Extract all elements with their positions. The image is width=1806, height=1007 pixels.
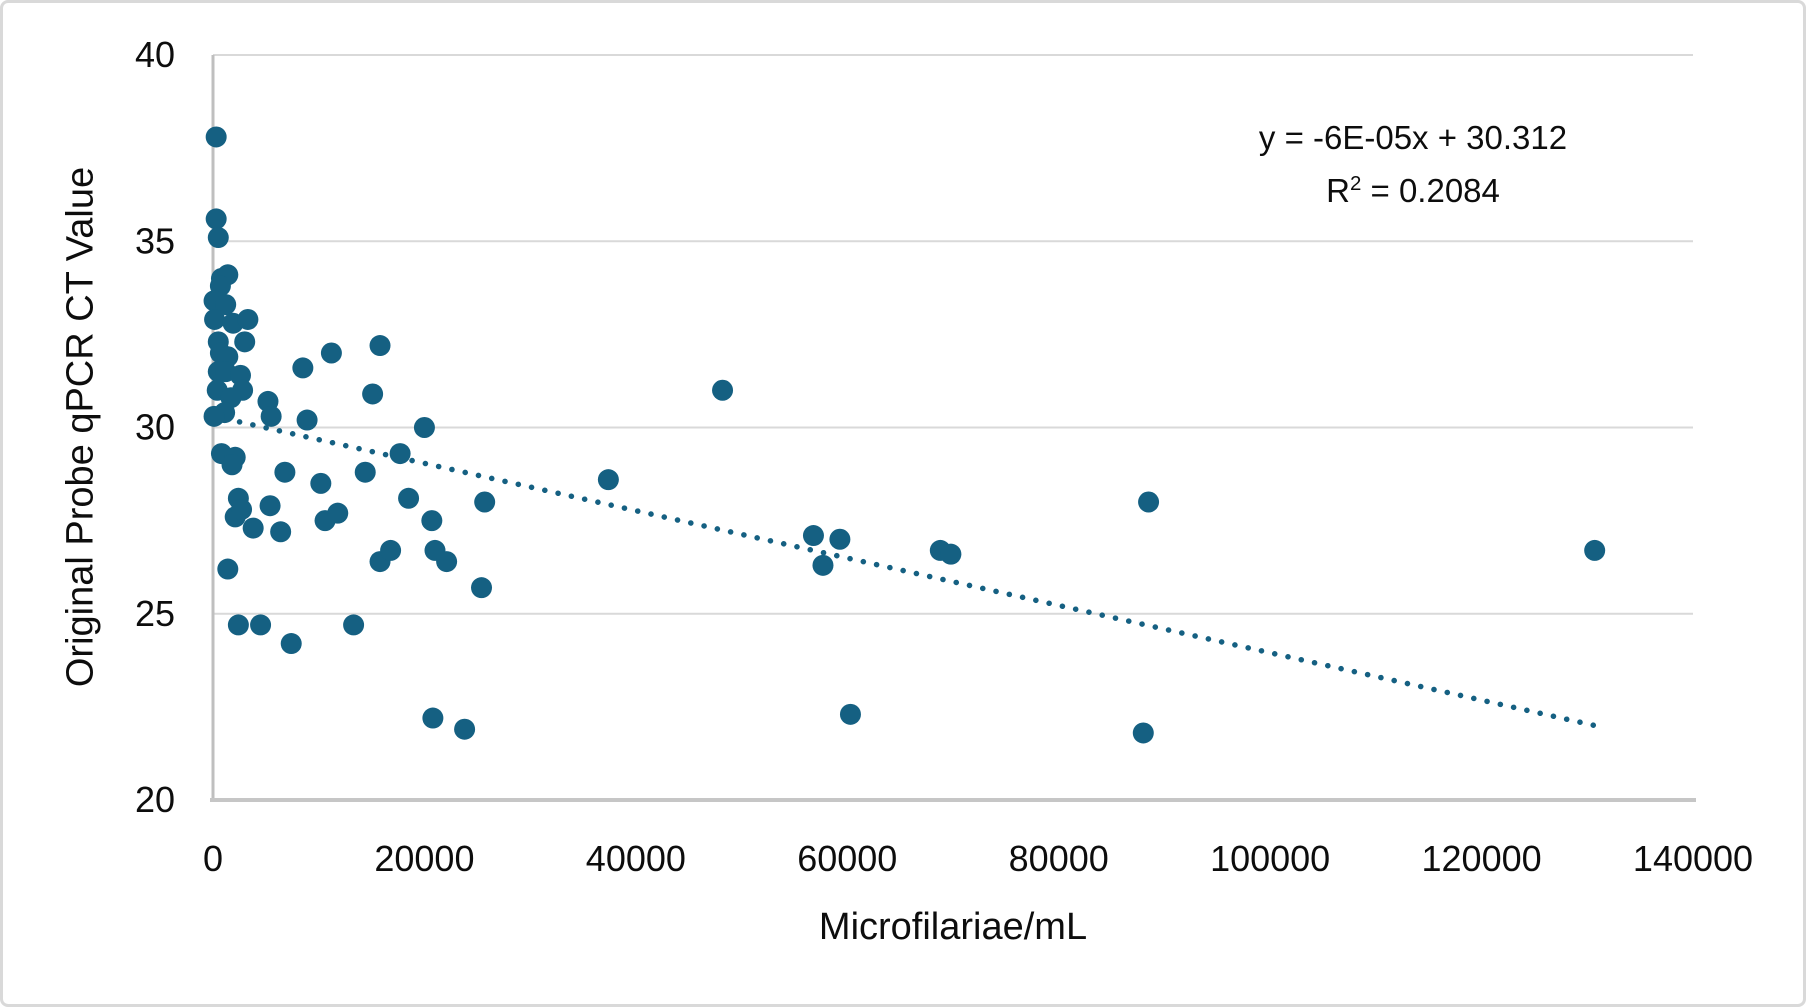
trendline-equation: y = -6E-05x + 30.312 <box>1258 119 1568 156</box>
data-point <box>369 335 391 357</box>
data-point <box>829 528 851 550</box>
data-point <box>712 379 734 401</box>
data-point <box>260 405 282 427</box>
data-point <box>454 718 476 740</box>
scatter-plot: 20 25 30 35 40 0 20000 40000 60000 80000 100000 120… <box>135 34 1753 879</box>
data-point <box>1584 539 1606 561</box>
data-point <box>1138 491 1160 513</box>
data-point <box>380 539 402 561</box>
data-point <box>231 498 253 520</box>
data-point <box>343 614 365 636</box>
data-point <box>242 517 264 539</box>
x-tick-label-60000: 60000 <box>797 838 897 879</box>
x-axis-title: Microfilariae/mL <box>818 906 1088 948</box>
data-point <box>354 461 376 483</box>
data-point <box>217 558 239 580</box>
data-point <box>597 469 619 491</box>
y-tick-label-20: 20 <box>135 779 175 820</box>
data-point <box>839 703 861 725</box>
data-point <box>274 461 296 483</box>
y-tick-label-35: 35 <box>135 220 175 261</box>
data-point <box>296 409 318 431</box>
x-tick-label-140000: 140000 <box>1633 838 1753 879</box>
x-tick-label-80000: 80000 <box>1009 838 1109 879</box>
data-point <box>413 417 435 438</box>
trendline <box>210 413 1598 729</box>
data-point <box>471 577 493 599</box>
x-tick-label-20000: 20000 <box>374 838 474 879</box>
data-point <box>362 383 384 405</box>
data-point <box>421 510 443 532</box>
data-point <box>398 487 420 509</box>
data-point <box>205 126 227 148</box>
r-squared-label: R2 = 0.2084 <box>1326 172 1500 209</box>
y-tick-label-30: 30 <box>135 407 175 448</box>
data-point <box>327 502 349 524</box>
data-point <box>227 614 249 636</box>
data-point <box>389 443 411 465</box>
data-point <box>812 554 834 576</box>
data-point <box>234 331 256 353</box>
data-point <box>203 405 225 427</box>
data-point <box>259 495 281 517</box>
x-tick-label-0: 0 <box>203 838 223 879</box>
data-point <box>310 472 332 494</box>
data-point <box>204 308 226 330</box>
data-point <box>292 357 314 379</box>
data-point <box>436 551 458 573</box>
data-point <box>280 633 302 655</box>
data-point <box>270 521 292 543</box>
x-tick-label-100000: 100000 <box>1210 838 1330 879</box>
data-point <box>250 614 272 636</box>
data-point <box>940 543 962 565</box>
data-point <box>205 208 227 230</box>
data-point <box>215 294 237 316</box>
y-tick-label-25: 25 <box>135 593 175 634</box>
data-point <box>207 227 229 249</box>
data-point <box>237 308 259 330</box>
trendline-annotation: y = -6E-05x + 30.312 R2 = 0.2084 <box>1259 115 1567 214</box>
y-axis-title: Original Probe qPCR CT Value <box>59 166 102 688</box>
data-point <box>474 491 496 513</box>
data-point <box>221 454 243 476</box>
data-point <box>422 707 444 729</box>
data-point <box>1132 722 1154 744</box>
x-tick-label-40000: 40000 <box>586 838 686 879</box>
x-tick-label-120000: 120000 <box>1422 838 1542 879</box>
data-point <box>320 342 342 364</box>
data-point <box>802 525 824 547</box>
y-tick-label-40: 40 <box>135 34 175 75</box>
